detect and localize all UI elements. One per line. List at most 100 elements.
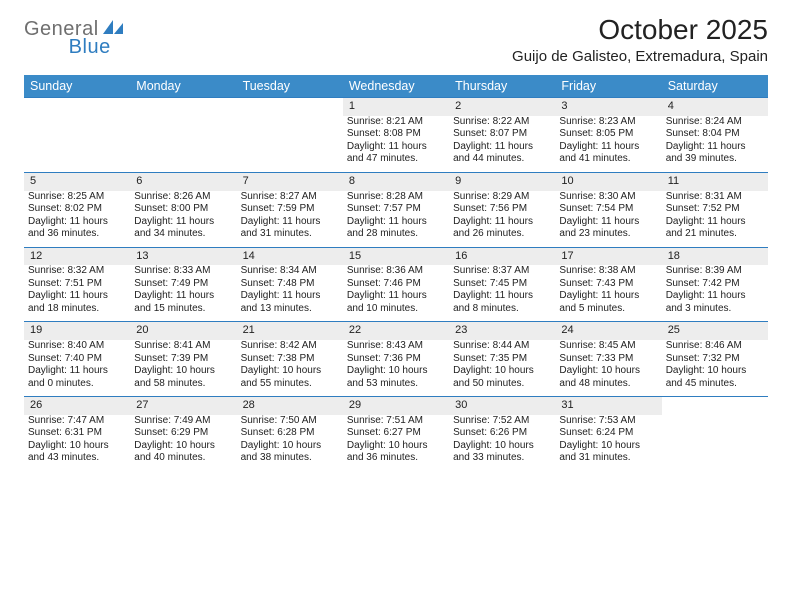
sunset-line: Sunset: 7:43 PM	[559, 278, 657, 291]
day-number: 3	[555, 98, 661, 116]
day-number: 25	[662, 322, 768, 340]
daynum-row: 567891011	[24, 172, 768, 190]
sunrise-line: Sunrise: 8:36 AM	[347, 265, 445, 278]
sunset-line: Sunset: 6:29 PM	[134, 427, 232, 440]
sunset-line: Sunset: 7:46 PM	[347, 278, 445, 291]
day-number: 24	[555, 322, 661, 340]
daylight-line-2: and 36 minutes.	[28, 228, 126, 241]
sunset-line: Sunset: 6:31 PM	[28, 427, 126, 440]
day-cell: Sunrise: 8:42 AMSunset: 7:38 PMDaylight:…	[237, 340, 343, 397]
daylight-line-2: and 39 minutes.	[666, 153, 764, 166]
title-block: October 2025 Guijo de Galisteo, Extremad…	[512, 14, 768, 65]
day-number: 22	[343, 322, 449, 340]
sunset-line: Sunset: 7:38 PM	[241, 353, 339, 366]
day-cell: Sunrise: 8:37 AMSunset: 7:45 PMDaylight:…	[449, 265, 555, 322]
daylight-line-1: Daylight: 11 hours	[559, 141, 657, 154]
sunset-line: Sunset: 7:45 PM	[453, 278, 551, 291]
sunrise-line: Sunrise: 8:43 AM	[347, 340, 445, 353]
sunrise-line: Sunrise: 8:40 AM	[28, 340, 126, 353]
day-cell: Sunrise: 8:39 AMSunset: 7:42 PMDaylight:…	[662, 265, 768, 322]
daylight-line-1: Daylight: 11 hours	[347, 216, 445, 229]
daylight-line-1: Daylight: 11 hours	[241, 216, 339, 229]
day-cell: Sunrise: 8:41 AMSunset: 7:39 PMDaylight:…	[130, 340, 236, 397]
day-cell: Sunrise: 8:38 AMSunset: 7:43 PMDaylight:…	[555, 265, 661, 322]
sunrise-line: Sunrise: 8:29 AM	[453, 191, 551, 204]
daylight-line-2: and 31 minutes.	[241, 228, 339, 241]
daylight-line-1: Daylight: 10 hours	[453, 365, 551, 378]
day-cell	[662, 415, 768, 471]
daylight-line-2: and 50 minutes.	[453, 378, 551, 391]
day-cell: Sunrise: 8:33 AMSunset: 7:49 PMDaylight:…	[130, 265, 236, 322]
daylight-line-1: Daylight: 11 hours	[347, 290, 445, 303]
day-cell: Sunrise: 8:29 AMSunset: 7:56 PMDaylight:…	[449, 191, 555, 248]
daylight-line-2: and 18 minutes.	[28, 303, 126, 316]
weekday-header: Friday	[555, 75, 661, 98]
day-number: 31	[555, 397, 661, 415]
sunset-line: Sunset: 6:24 PM	[559, 427, 657, 440]
daylight-line-2: and 55 minutes.	[241, 378, 339, 391]
daylight-line-2: and 53 minutes.	[347, 378, 445, 391]
sunset-line: Sunset: 7:59 PM	[241, 203, 339, 216]
daylight-line-1: Daylight: 11 hours	[134, 216, 232, 229]
daylight-line-1: Daylight: 11 hours	[666, 290, 764, 303]
day-number	[24, 98, 130, 116]
sunset-line: Sunset: 6:26 PM	[453, 427, 551, 440]
daylight-line-1: Daylight: 10 hours	[241, 365, 339, 378]
daynum-row: 1234	[24, 98, 768, 116]
day-cell: Sunrise: 8:46 AMSunset: 7:32 PMDaylight:…	[662, 340, 768, 397]
sunset-line: Sunset: 6:28 PM	[241, 427, 339, 440]
sunrise-line: Sunrise: 8:33 AM	[134, 265, 232, 278]
week-row: Sunrise: 8:40 AMSunset: 7:40 PMDaylight:…	[24, 340, 768, 397]
day-cell: Sunrise: 8:34 AMSunset: 7:48 PMDaylight:…	[237, 265, 343, 322]
daylight-line-1: Daylight: 10 hours	[241, 440, 339, 453]
day-cell: Sunrise: 7:51 AMSunset: 6:27 PMDaylight:…	[343, 415, 449, 471]
day-number: 12	[24, 247, 130, 265]
daylight-line-1: Daylight: 11 hours	[453, 216, 551, 229]
day-cell: Sunrise: 8:25 AMSunset: 8:02 PMDaylight:…	[24, 191, 130, 248]
sunset-line: Sunset: 7:35 PM	[453, 353, 551, 366]
day-cell: Sunrise: 7:50 AMSunset: 6:28 PMDaylight:…	[237, 415, 343, 471]
sunset-line: Sunset: 7:39 PM	[134, 353, 232, 366]
sunrise-line: Sunrise: 8:37 AM	[453, 265, 551, 278]
day-number	[130, 98, 236, 116]
daylight-line-1: Daylight: 10 hours	[347, 440, 445, 453]
daylight-line-2: and 45 minutes.	[666, 378, 764, 391]
daylight-line-2: and 31 minutes.	[559, 452, 657, 465]
day-cell: Sunrise: 8:21 AMSunset: 8:08 PMDaylight:…	[343, 116, 449, 173]
day-number: 28	[237, 397, 343, 415]
daylight-line-2: and 33 minutes.	[453, 452, 551, 465]
sunset-line: Sunset: 8:00 PM	[134, 203, 232, 216]
sunset-line: Sunset: 7:33 PM	[559, 353, 657, 366]
daylight-line-2: and 23 minutes.	[559, 228, 657, 241]
weekday-header: Saturday	[662, 75, 768, 98]
sunset-line: Sunset: 7:56 PM	[453, 203, 551, 216]
day-cell: Sunrise: 8:36 AMSunset: 7:46 PMDaylight:…	[343, 265, 449, 322]
sunrise-line: Sunrise: 8:38 AM	[559, 265, 657, 278]
daylight-line-2: and 8 minutes.	[453, 303, 551, 316]
sunrise-line: Sunrise: 8:41 AM	[134, 340, 232, 353]
daylight-line-2: and 48 minutes.	[559, 378, 657, 391]
sunset-line: Sunset: 7:49 PM	[134, 278, 232, 291]
daylight-line-2: and 0 minutes.	[28, 378, 126, 391]
sunrise-line: Sunrise: 8:31 AM	[666, 191, 764, 204]
logo: General Blue	[24, 14, 169, 41]
daylight-line-1: Daylight: 10 hours	[28, 440, 126, 453]
day-cell: Sunrise: 8:23 AMSunset: 8:05 PMDaylight:…	[555, 116, 661, 173]
sunrise-line: Sunrise: 8:26 AM	[134, 191, 232, 204]
daylight-line-1: Daylight: 11 hours	[28, 365, 126, 378]
day-cell: Sunrise: 8:32 AMSunset: 7:51 PMDaylight:…	[24, 265, 130, 322]
daylight-line-1: Daylight: 10 hours	[559, 365, 657, 378]
day-cell: Sunrise: 8:26 AMSunset: 8:00 PMDaylight:…	[130, 191, 236, 248]
daylight-line-2: and 43 minutes.	[28, 452, 126, 465]
sunrise-line: Sunrise: 7:51 AM	[347, 415, 445, 428]
sunrise-line: Sunrise: 7:53 AM	[559, 415, 657, 428]
daylight-line-1: Daylight: 10 hours	[134, 365, 232, 378]
day-number: 9	[449, 172, 555, 190]
sunset-line: Sunset: 7:54 PM	[559, 203, 657, 216]
daylight-line-1: Daylight: 10 hours	[347, 365, 445, 378]
day-number: 10	[555, 172, 661, 190]
sunset-line: Sunset: 8:08 PM	[347, 128, 445, 141]
sunrise-line: Sunrise: 8:32 AM	[28, 265, 126, 278]
sunrise-line: Sunrise: 8:22 AM	[453, 116, 551, 129]
sunset-line: Sunset: 7:52 PM	[666, 203, 764, 216]
